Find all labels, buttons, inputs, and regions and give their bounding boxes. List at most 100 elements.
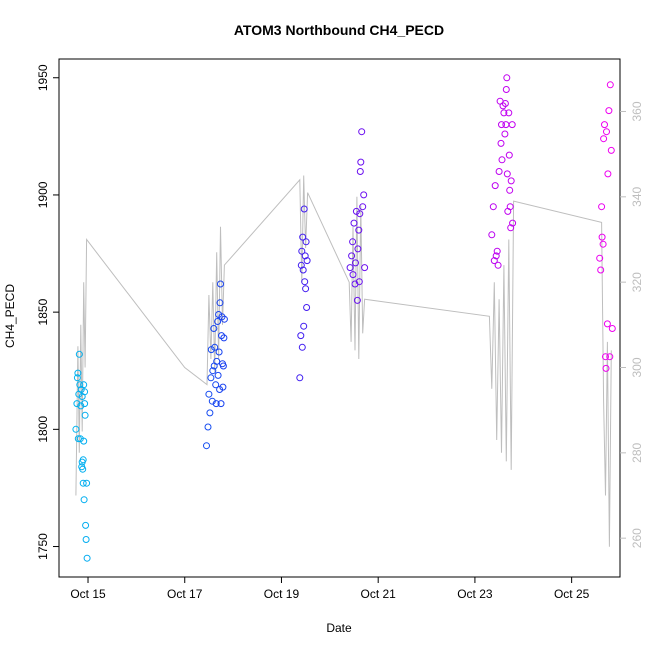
data-point (218, 313, 226, 321)
data-point (204, 423, 212, 431)
data-point (349, 238, 357, 246)
x-tick-label: Oct 19 (264, 587, 300, 601)
x-axis-label: Date (326, 621, 352, 635)
data-point (297, 332, 305, 340)
data-point (598, 233, 606, 241)
data-point (219, 383, 227, 391)
x-axis: Oct 15 Oct 17 Oct 19 Oct 21 Oct 23 Oct 25 (70, 577, 590, 601)
data-point (497, 139, 505, 147)
data-point (298, 343, 306, 351)
data-point (300, 322, 308, 330)
data-point (506, 186, 514, 194)
data-point (349, 271, 357, 279)
data-point (81, 388, 89, 396)
data-point (357, 158, 365, 166)
data-point (355, 278, 363, 286)
data-point (499, 102, 507, 110)
x-tick-label: Oct 23 (457, 587, 493, 601)
y2-tick-label: 340 (630, 186, 644, 206)
data-point (303, 257, 311, 265)
y2-tick-label: 300 (630, 357, 644, 377)
data-point (77, 402, 85, 410)
data-point (599, 240, 607, 248)
data-point (296, 374, 304, 382)
data-point (597, 266, 605, 274)
data-point (500, 109, 508, 117)
y-axis: 1750 1800 1850 1900 1950 (36, 64, 59, 560)
data-point (207, 374, 215, 382)
data-point (212, 381, 220, 389)
data-point (73, 400, 81, 408)
data-point (606, 353, 614, 361)
data-point (302, 285, 310, 293)
data-point (82, 521, 90, 529)
data-point (73, 374, 81, 382)
data-point (81, 411, 89, 419)
data-point (298, 247, 306, 255)
data-point (210, 325, 218, 332)
y2-tick-label: 360 (630, 101, 644, 121)
altitude-series (75, 175, 612, 547)
data-point (215, 348, 223, 356)
data-point (509, 219, 517, 227)
data-point (214, 371, 222, 379)
data-point (358, 128, 366, 136)
data-point (212, 400, 220, 408)
data-point (301, 278, 309, 286)
data-point (356, 210, 364, 218)
data-point (79, 465, 87, 473)
data-point (606, 81, 614, 89)
data-point (83, 479, 91, 487)
data-point (603, 128, 610, 136)
data-point (301, 252, 309, 260)
data-point (355, 226, 363, 234)
data-point (219, 362, 227, 370)
data-point (605, 107, 613, 115)
data-point (361, 264, 369, 272)
data-point (303, 304, 311, 311)
data-point (501, 130, 509, 138)
data-point (596, 254, 604, 262)
data-point (602, 364, 610, 372)
data-point (508, 121, 516, 129)
data-point (354, 245, 362, 253)
data-point (213, 357, 221, 365)
data-point (80, 437, 88, 445)
data-point (601, 121, 608, 129)
data-point (607, 146, 615, 154)
data-point (79, 479, 87, 487)
data-point (299, 233, 307, 241)
data-point (491, 182, 499, 190)
altitude-line (75, 175, 612, 547)
data-point (80, 496, 88, 504)
y2-axis: 260 280 300 320 340 360 (620, 101, 644, 548)
data-point (493, 247, 501, 255)
data-point (79, 456, 87, 464)
data-point (505, 109, 513, 117)
data-point (209, 367, 217, 375)
data-point (598, 203, 606, 211)
data-point (214, 318, 222, 325)
data-point (498, 121, 505, 129)
data-point (346, 264, 354, 272)
data-point (83, 554, 91, 562)
data-point (217, 280, 224, 288)
methane-points-series (72, 74, 616, 562)
data-point (608, 325, 616, 332)
data-point (507, 177, 515, 185)
y2-tick-label: 260 (630, 528, 644, 548)
y-tick-label: 1950 (36, 64, 50, 91)
data-point (81, 400, 89, 408)
data-point (348, 252, 356, 260)
data-point (299, 266, 307, 274)
data-point (600, 135, 608, 143)
data-point (602, 353, 609, 361)
data-point (360, 191, 368, 199)
data-point (356, 168, 364, 175)
data-point (76, 381, 84, 389)
data-point (503, 74, 511, 82)
data-point (218, 332, 225, 340)
data-point (205, 390, 213, 398)
data-point (82, 536, 90, 543)
